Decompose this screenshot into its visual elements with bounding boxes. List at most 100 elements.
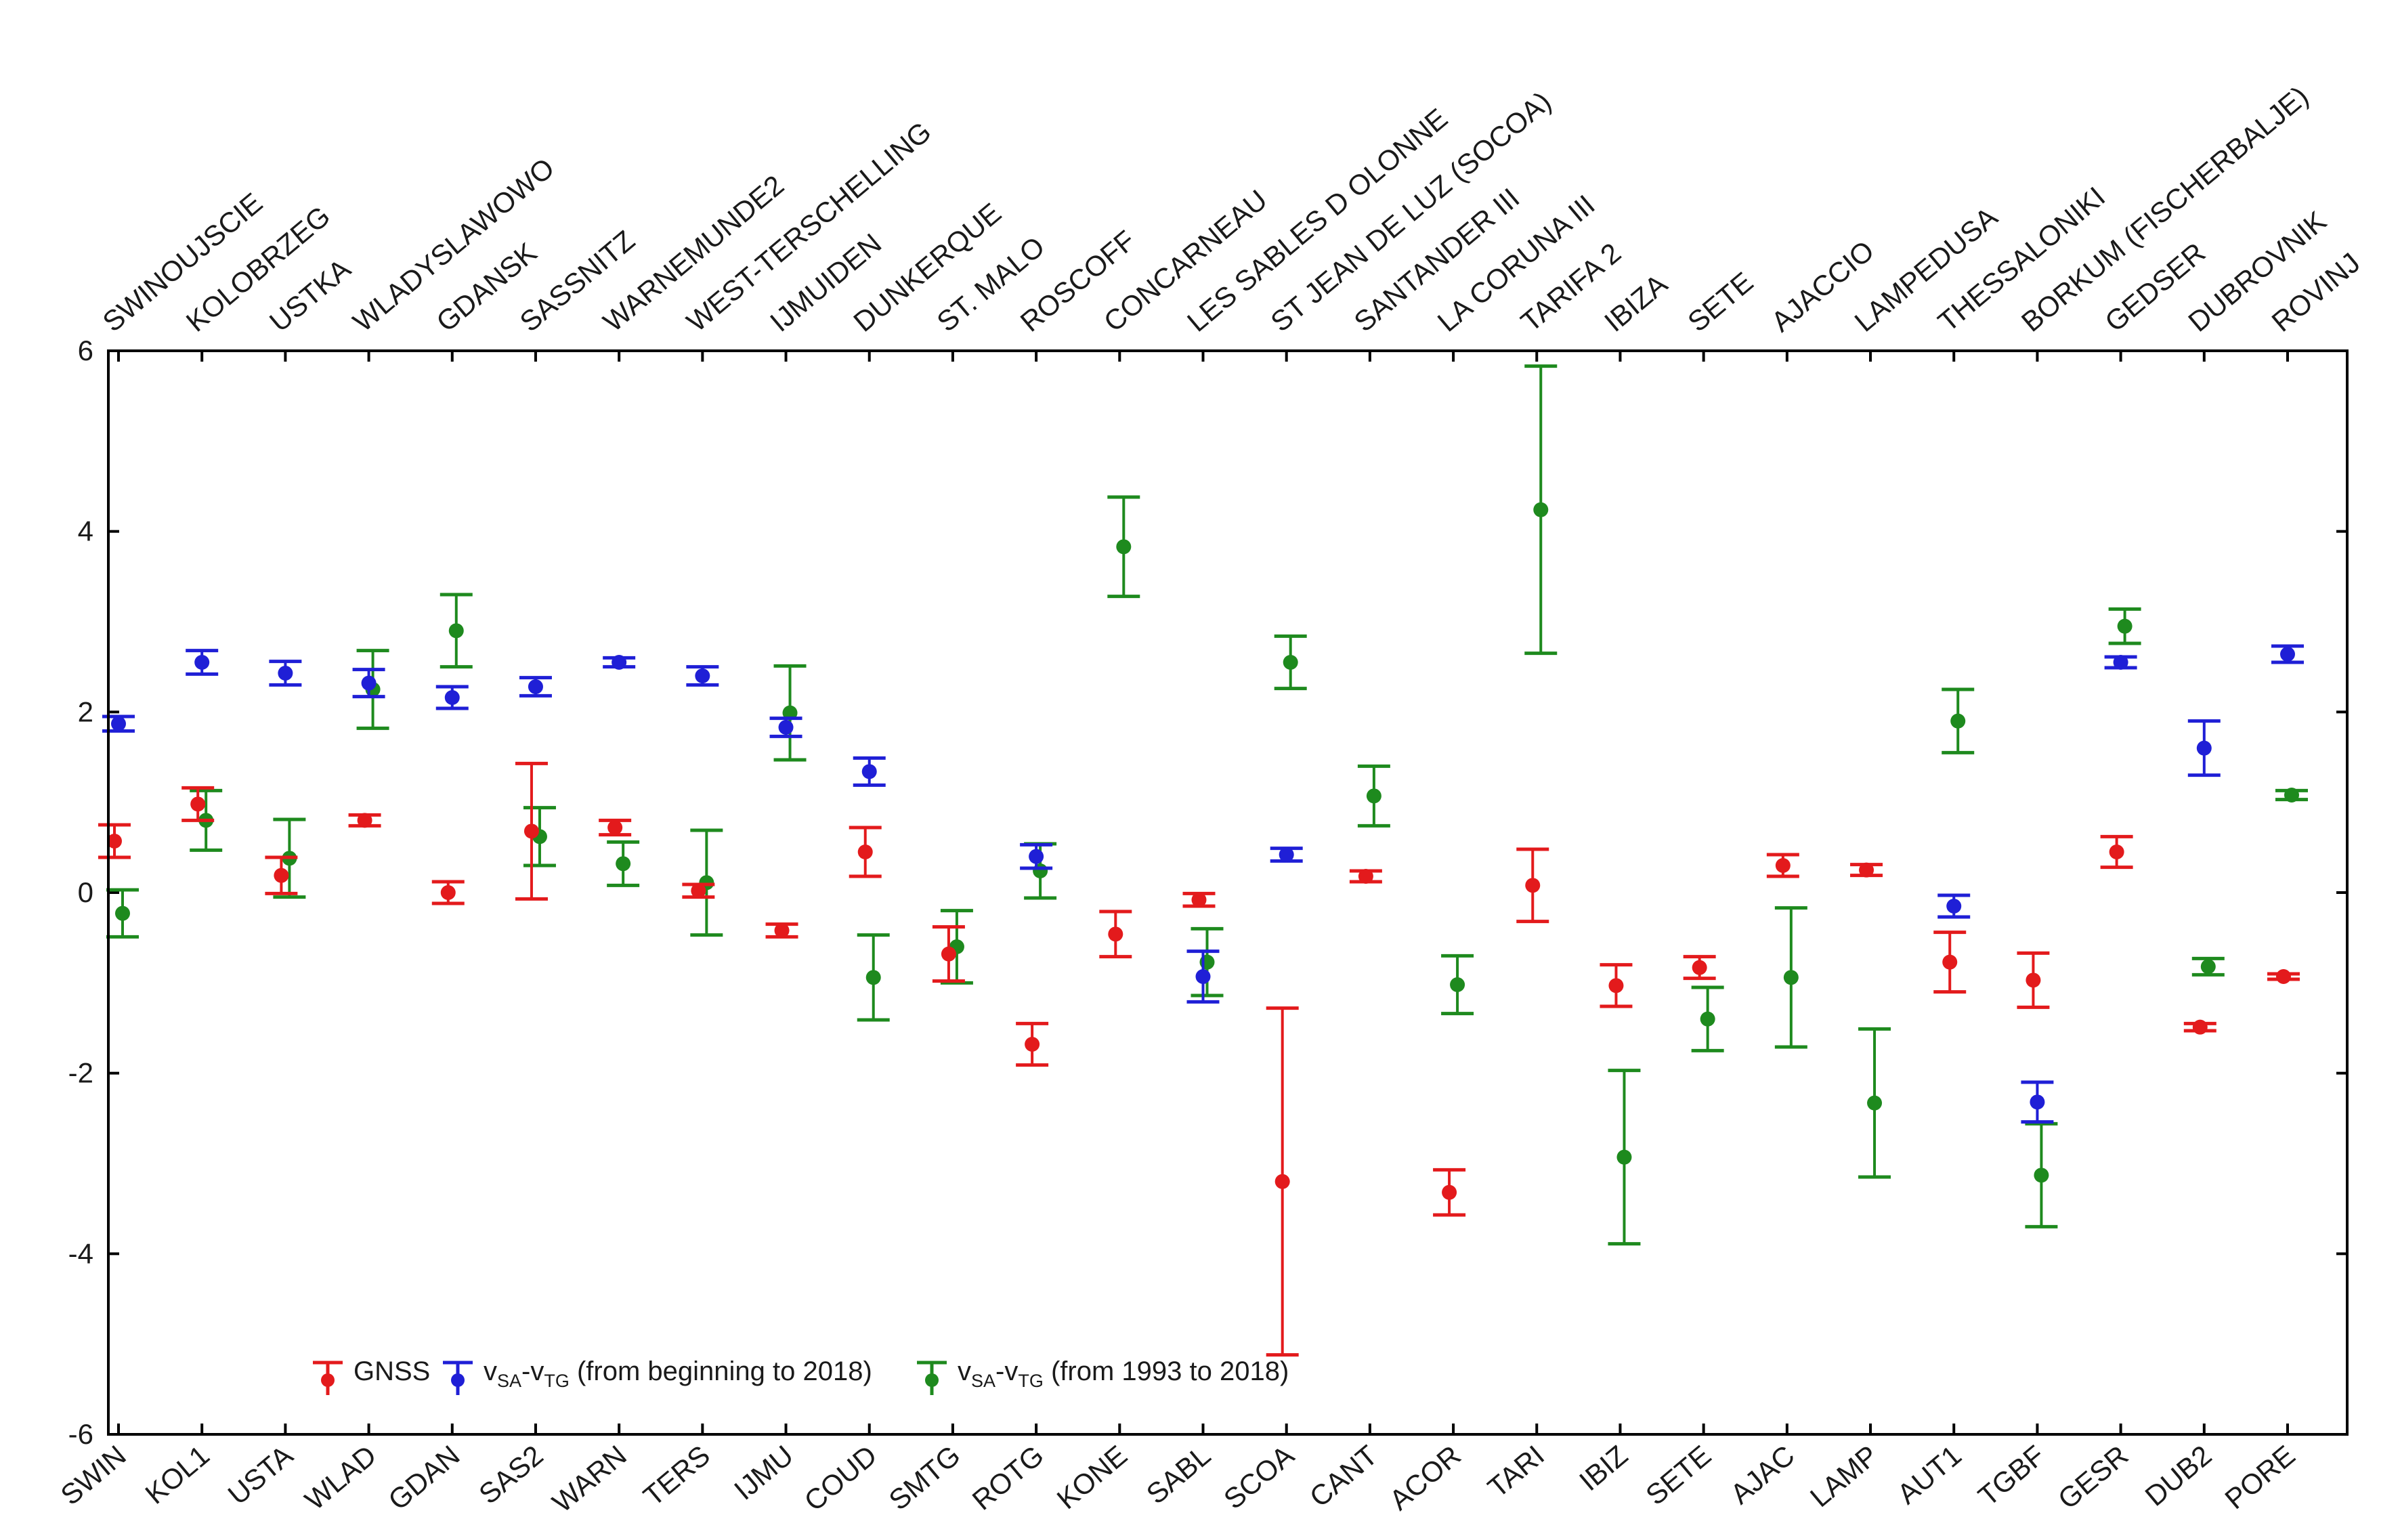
- data-point: [448, 623, 464, 639]
- data-point: [1942, 954, 1958, 970]
- data-point: [1195, 969, 1211, 984]
- data-point: [1616, 1149, 1632, 1165]
- x-tick-label: CANT: [1304, 1439, 1384, 1514]
- data-point: [107, 834, 122, 849]
- top-station-label: LAMPEDUSA: [1849, 200, 2004, 338]
- data-point: [528, 679, 543, 694]
- x-tick-label: SETE: [1640, 1439, 1717, 1512]
- data-point: [857, 844, 873, 859]
- x-tick-label: IBIZ: [1573, 1439, 1633, 1497]
- legend-entry-gnss: GNSS: [313, 1356, 430, 1395]
- x-tick-label: COUD: [798, 1439, 883, 1517]
- legend-entry-green: vSA-vTG (from 1993 to 2018): [917, 1356, 1289, 1395]
- y-tick-label: 6: [78, 335, 93, 366]
- data-point: [444, 690, 460, 705]
- data-point: [1700, 1011, 1715, 1027]
- y-tick-label: -4: [68, 1237, 93, 1269]
- x-tick-label: GDAN: [382, 1439, 465, 1516]
- data-point: [2284, 788, 2299, 803]
- x-tick-label: SABL: [1140, 1439, 1216, 1510]
- y-tick-label: 0: [78, 876, 93, 908]
- plot-frame: [107, 349, 2349, 1436]
- data-point: [2030, 1094, 2045, 1110]
- data-point: [1116, 539, 1132, 555]
- data-point: [612, 655, 627, 670]
- data-point: [1025, 1037, 1040, 1052]
- data-point: [2192, 1019, 2208, 1035]
- x-tick-label: KONE: [1051, 1439, 1133, 1516]
- data-point: [941, 946, 956, 962]
- data-point: [2026, 972, 2041, 988]
- x-tick-label: WLAD: [299, 1439, 382, 1516]
- data-point: [1867, 1095, 1883, 1111]
- data-point: [2280, 647, 2295, 662]
- legend: GNSS vSA-vTG (from beginning to 2018) vS…: [313, 1356, 1289, 1395]
- data-point: [616, 856, 631, 872]
- y-tick-label: 2: [78, 696, 93, 727]
- series-gnss: [98, 761, 2300, 1357]
- data-point: [1950, 713, 1966, 729]
- x-tick-label: AJAC: [1724, 1439, 1800, 1510]
- x-tick-label: SMTG: [883, 1439, 966, 1516]
- legend-gnss-label: GNSS: [353, 1356, 430, 1386]
- data-point: [2200, 959, 2216, 975]
- data-point: [440, 885, 456, 900]
- data-point: [1279, 847, 1294, 862]
- data-point: [1442, 1184, 1457, 1200]
- legend-blue-marker: [451, 1373, 465, 1387]
- data-point: [2276, 969, 2291, 984]
- data-point: [691, 883, 706, 899]
- data-point: [274, 868, 289, 883]
- data-point: [278, 666, 293, 681]
- x-tick-label: SCOA: [1218, 1439, 1300, 1516]
- x-tick-label: DUB2: [2139, 1439, 2218, 1512]
- data-point: [1108, 926, 1123, 942]
- data-point: [865, 970, 881, 985]
- data-point: [1946, 899, 1962, 914]
- legend-green-label: vSA-vTG (from 1993 to 2018): [958, 1356, 1289, 1391]
- data-point: [1525, 878, 1541, 893]
- data-point: [1191, 892, 1207, 907]
- legend-entry-blue: vSA-vTG (from beginning to 2018): [443, 1356, 872, 1395]
- data-point: [1283, 655, 1298, 670]
- data-point: [361, 675, 377, 691]
- x-tick-label: TGBF: [1972, 1439, 2051, 1512]
- legend-blue-label: vSA-vTG (from beginning to 2018): [484, 1356, 872, 1391]
- data-point: [357, 813, 372, 828]
- x-tick-label: TARI: [1482, 1439, 1550, 1504]
- data-point: [1533, 502, 1549, 517]
- top-station-label: DUNKERQUE: [847, 196, 1007, 338]
- data-point: [2196, 740, 2212, 756]
- data-point: [1608, 978, 1624, 993]
- data-point: [111, 716, 126, 731]
- data-point: [2113, 655, 2128, 670]
- top-station-label: IBIZA: [1598, 268, 1673, 338]
- data-marks: [98, 364, 2308, 1357]
- x-tick-label: TERS: [637, 1439, 716, 1512]
- x-tick-label: ACOR: [1384, 1439, 1467, 1516]
- data-point: [2109, 844, 2124, 859]
- data-point: [861, 764, 877, 779]
- data-point: [2034, 1168, 2049, 1183]
- y-tick-label: -2: [68, 1057, 93, 1089]
- x-tick-label: LAMP: [1804, 1439, 1884, 1514]
- series-green: [106, 364, 2308, 1246]
- legend-green-marker: [925, 1373, 939, 1387]
- data-point: [2117, 618, 2133, 634]
- data-point: [1358, 869, 1373, 884]
- x-tick-label: PORE: [2219, 1439, 2300, 1516]
- data-point: [523, 824, 539, 839]
- x-tick-label: ROTG: [966, 1439, 1050, 1516]
- x-tick-label: SAS2: [473, 1439, 549, 1510]
- data-point: [1859, 862, 1874, 878]
- data-point: [1692, 960, 1707, 975]
- x-tick-label: AUT1: [1891, 1439, 1967, 1510]
- data-point: [1274, 1174, 1290, 1189]
- top-axis-labels: SWINOUJSCIEKOLOBRZEGUSTKAWLADYSLAWOWOGDA…: [97, 80, 2366, 362]
- legend-gnss-marker: [321, 1373, 335, 1387]
- x-tick-label: GESR: [2052, 1439, 2134, 1516]
- data-point: [774, 923, 790, 938]
- y-tick-label: -6: [68, 1418, 93, 1450]
